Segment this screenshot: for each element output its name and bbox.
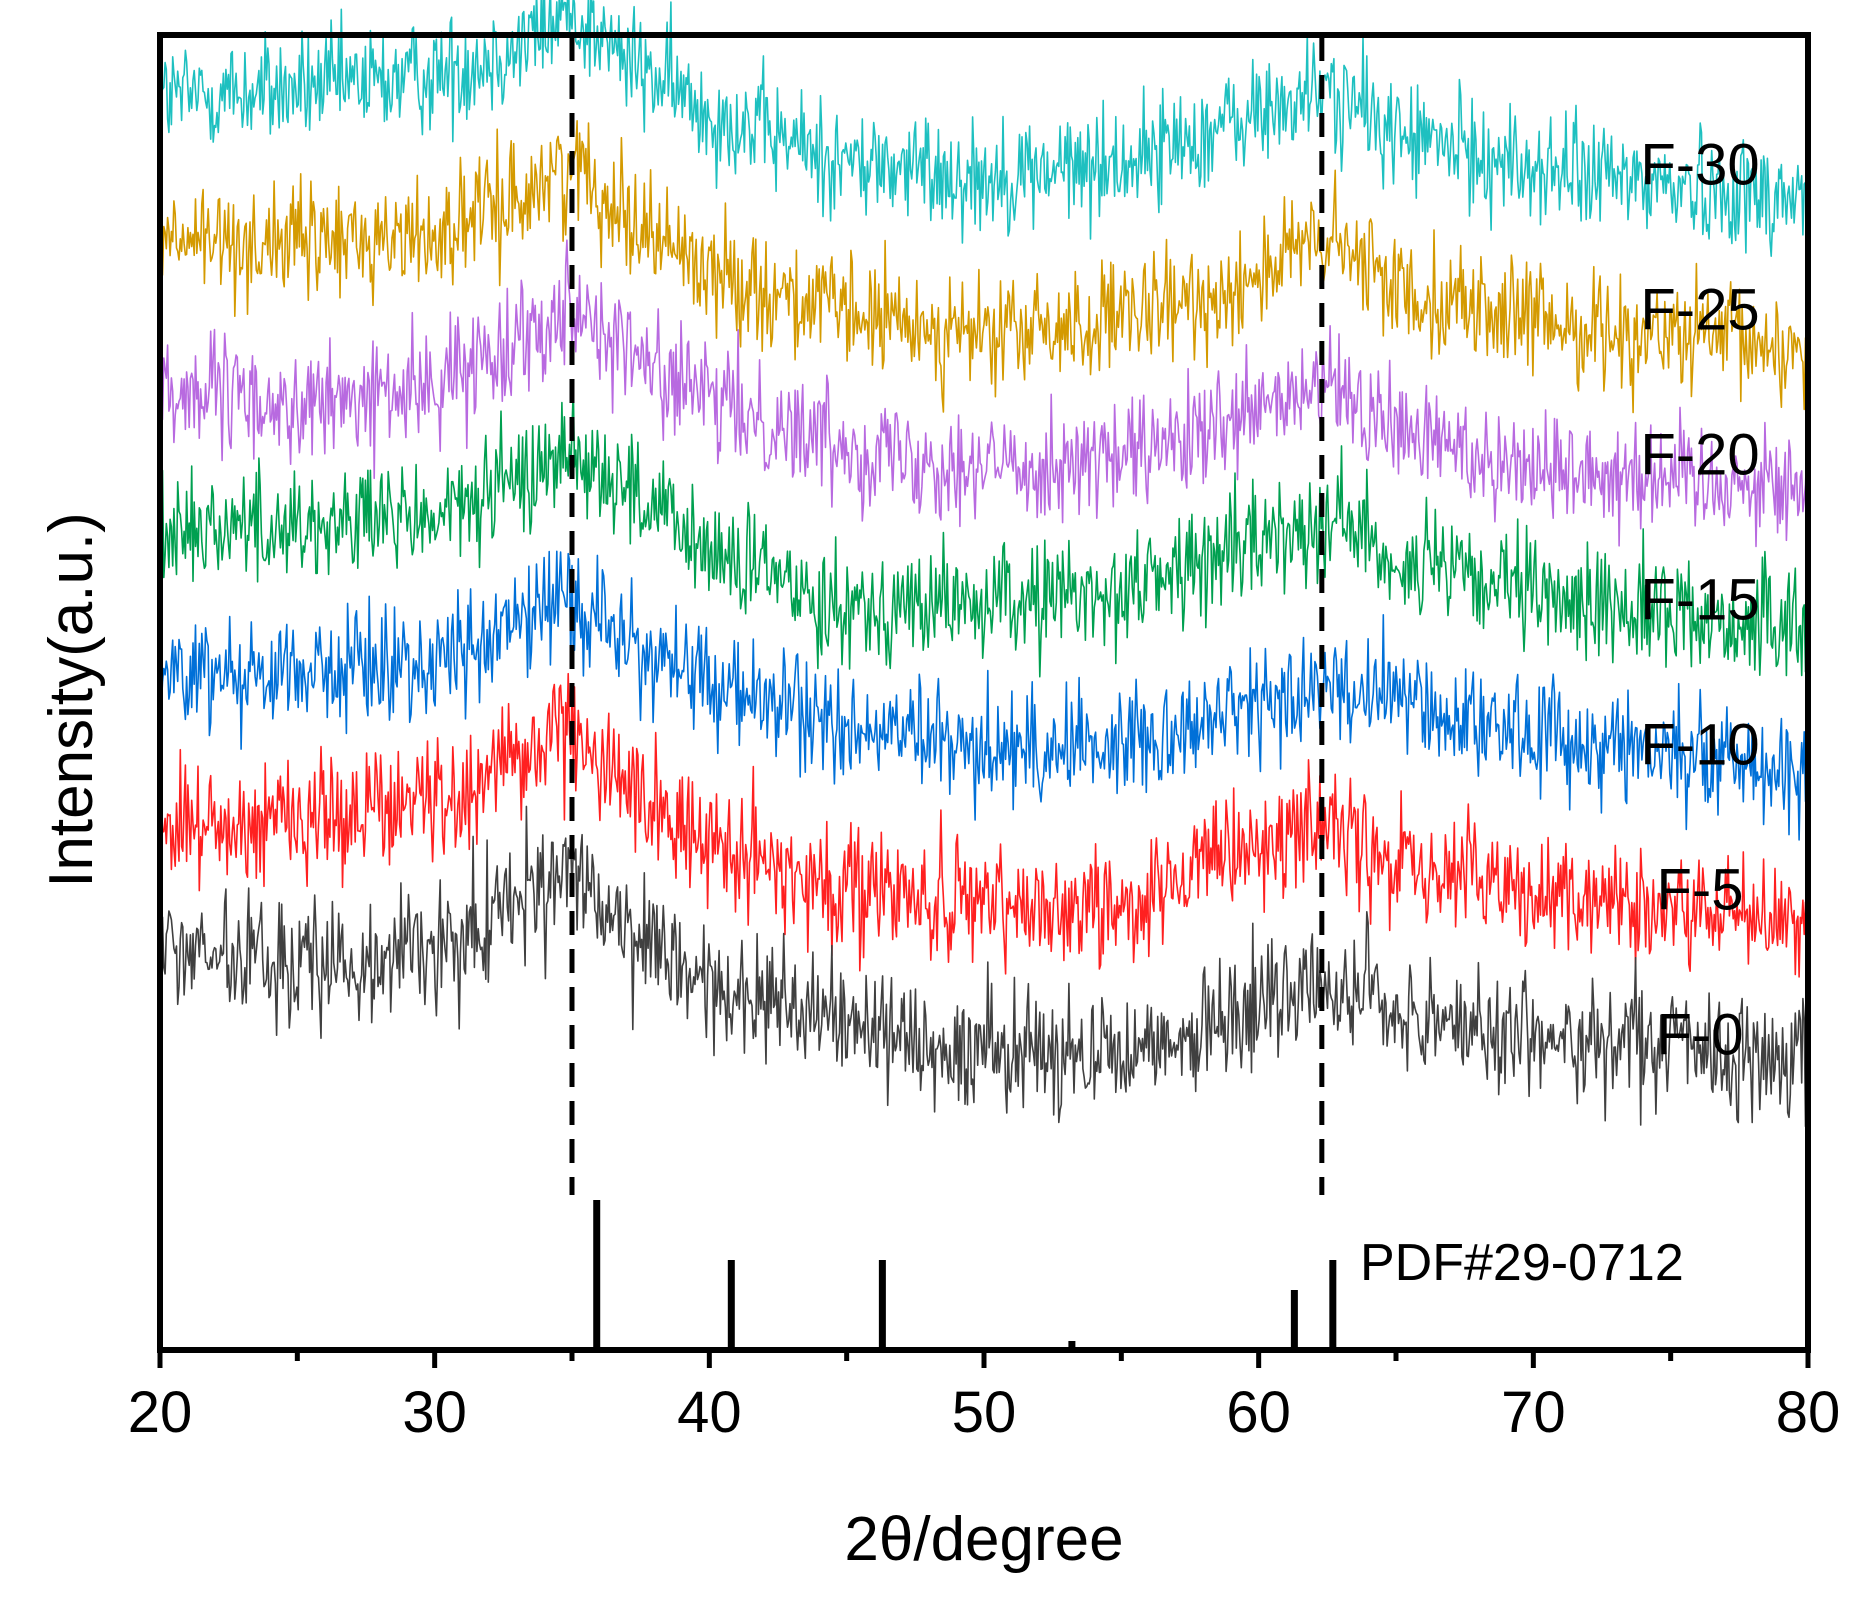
x-tick-label-50: 50 bbox=[952, 1380, 1017, 1445]
series-label-f-15: F-15 bbox=[1640, 567, 1759, 632]
series-label-f-30: F-30 bbox=[1640, 132, 1759, 197]
x-axis-title: 2θ/degree bbox=[844, 1505, 1123, 1574]
reference-pattern-label: PDF#29-0712 bbox=[1360, 1234, 1684, 1292]
x-tick-label-80: 80 bbox=[1776, 1380, 1841, 1445]
series-line-f-25 bbox=[159, 120, 1809, 414]
x-tick-label-40: 40 bbox=[677, 1380, 742, 1445]
x-tick-label-30: 30 bbox=[402, 1380, 467, 1445]
x-tick-label-60: 60 bbox=[1226, 1380, 1291, 1445]
dashed-reference-lines bbox=[569, 37, 1325, 1195]
x-axis-ticks: 20 30 40 50 60 70 80 bbox=[128, 1350, 1841, 1445]
series-line-f-10 bbox=[159, 550, 1809, 841]
series-line-f-20 bbox=[159, 239, 1809, 548]
series-label-f-0: F-0 bbox=[1657, 1002, 1744, 1067]
x-tick-label-70: 70 bbox=[1501, 1380, 1566, 1445]
series-label-f-10: F-10 bbox=[1640, 712, 1759, 777]
series-label-f-20: F-20 bbox=[1640, 422, 1759, 487]
series-label-f-5: F-5 bbox=[1657, 857, 1744, 922]
series-layer bbox=[159, 0, 1809, 1128]
reference-pattern bbox=[593, 1200, 1337, 1350]
series-line-f-30 bbox=[159, 0, 1809, 257]
y-axis-title: Intensity(a.u.) bbox=[37, 512, 106, 888]
series-line-f-0 bbox=[159, 805, 1809, 1128]
series-line-f-15 bbox=[159, 386, 1809, 678]
series-label-f-25: F-25 bbox=[1640, 277, 1759, 342]
series-labels: F-30 F-25 F-20 F-15 F-10 F-5 F-0 bbox=[1640, 132, 1759, 1067]
x-tick-label-20: 20 bbox=[128, 1380, 193, 1445]
series-line-f-5 bbox=[159, 672, 1809, 978]
